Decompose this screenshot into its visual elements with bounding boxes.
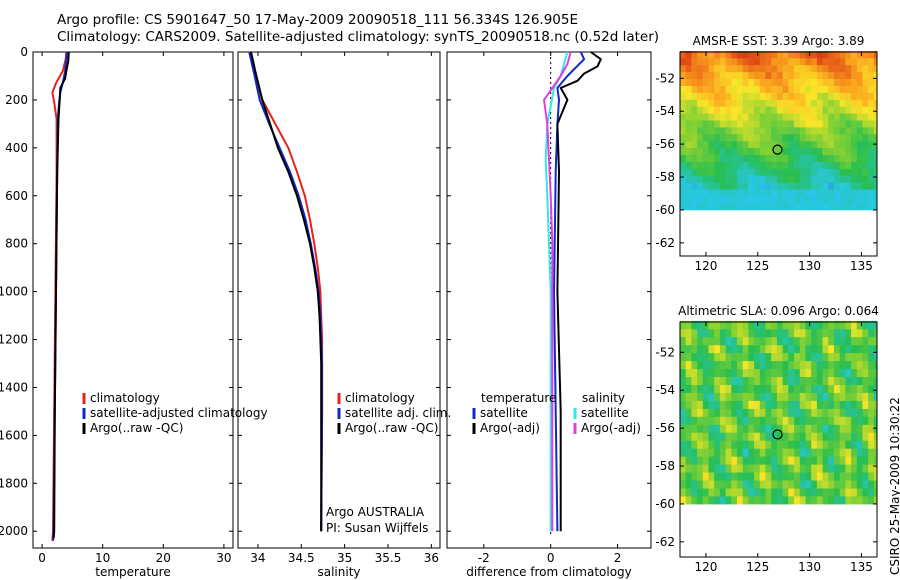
map-latitude-label: -60 bbox=[655, 203, 675, 217]
map-latitude-label: -62 bbox=[655, 236, 675, 250]
series-line-temperature-satellite bbox=[553, 51, 586, 532]
depth-tick-label: 200 bbox=[5, 93, 28, 107]
x-tick-label-salinity: 35 bbox=[337, 551, 352, 565]
map-cells-sst bbox=[680, 51, 878, 211]
map-latitude-label: -54 bbox=[655, 383, 675, 397]
map-latitude-label: -56 bbox=[655, 137, 675, 151]
depth-tick-label: 1000 bbox=[0, 285, 28, 299]
temperature-legend-label: climatology bbox=[90, 391, 160, 405]
map-cells-sla bbox=[680, 320, 878, 505]
temperature-legend-label: Argo(..raw -QC) bbox=[90, 421, 183, 435]
map-frame-sla bbox=[679, 321, 878, 558]
difference-temperature-legend-label: satellite bbox=[480, 406, 528, 420]
map-latitude-label: -52 bbox=[655, 345, 675, 359]
depth-tick-label: 400 bbox=[5, 141, 28, 155]
float-position-marker bbox=[772, 144, 783, 155]
x-tick-label-temperature: 10 bbox=[95, 551, 110, 565]
map-longitude-label: 130 bbox=[798, 560, 821, 574]
difference-legend-title-salinity: salinity bbox=[582, 391, 625, 405]
depth-tick-label: 1600 bbox=[0, 428, 28, 442]
map-longitude-label: 135 bbox=[850, 560, 873, 574]
depth-tick-label: 1800 bbox=[0, 476, 28, 490]
annotation-pi-name: PI: Susan Wijffels bbox=[326, 521, 428, 535]
difference-salinity-legend-label: Argo(-adj) bbox=[581, 421, 641, 435]
x-tick-label-salinity: 34 bbox=[250, 551, 265, 565]
series-line-argo-raw-qc- bbox=[250, 51, 323, 532]
map-latitude-label: -58 bbox=[655, 459, 675, 473]
salinity-legend-label: climatology bbox=[345, 391, 415, 405]
annotation-argo-australia: Argo AUSTRALIA bbox=[326, 505, 425, 519]
x-tick-label-salinity: 36 bbox=[424, 551, 439, 565]
map-longitude-label: 120 bbox=[694, 560, 717, 574]
difference-salinity-legend-label: satellite bbox=[581, 406, 629, 420]
panel-frame-difference bbox=[446, 51, 652, 549]
salinity-legend-label: satellite adj. clim. bbox=[345, 406, 451, 420]
x-axis-label-temperature: temperature bbox=[95, 565, 170, 579]
map-latitude-label: -58 bbox=[655, 170, 675, 184]
figure-title-line2: Climatology: CARS2009. Satellite-adjuste… bbox=[57, 29, 660, 45]
map-latitude-label: -56 bbox=[655, 421, 675, 435]
panel-frame-salinity bbox=[237, 51, 441, 549]
map-latitude-label: -62 bbox=[655, 535, 675, 549]
x-tick-label-difference: -2 bbox=[478, 551, 490, 565]
depth-tick-label: 1200 bbox=[0, 333, 28, 347]
map-longitude-label: 125 bbox=[746, 560, 769, 574]
x-tick-label-difference: 2 bbox=[614, 551, 622, 565]
map-latitude-label: -54 bbox=[655, 104, 675, 118]
map-longitude-label: 125 bbox=[746, 259, 769, 273]
depth-tick-label: 600 bbox=[5, 189, 28, 203]
map-frame-sst bbox=[679, 51, 878, 257]
series-line-temperature-argo-adj- bbox=[556, 51, 602, 532]
map-title-sla: Altimetric SLA: 0.096 Argo: 0.064 bbox=[678, 304, 879, 318]
x-axis-label-difference: difference from climatology bbox=[466, 565, 632, 579]
x-tick-label-temperature: 0 bbox=[38, 551, 46, 565]
map-latitude-label: -60 bbox=[655, 497, 675, 511]
depth-tick-label: 2000 bbox=[0, 524, 28, 538]
difference-legend-title-temperature: temperature bbox=[481, 391, 556, 405]
map-title-sst: AMSR-E SST: 3.39 Argo: 3.89 bbox=[693, 34, 865, 48]
depth-tick-label: 800 bbox=[5, 237, 28, 251]
map-longitude-label: 130 bbox=[798, 259, 821, 273]
map-longitude-label: 120 bbox=[694, 259, 717, 273]
salinity-legend-label: Argo(..raw -QC) bbox=[345, 421, 438, 435]
x-axis-label-salinity: salinity bbox=[317, 565, 360, 579]
x-tick-label-temperature: 30 bbox=[216, 551, 231, 565]
float-position-marker bbox=[772, 429, 783, 440]
map-latitude-label: -52 bbox=[655, 71, 675, 85]
x-tick-label-salinity: 34.5 bbox=[288, 551, 315, 565]
depth-tick-label: 1400 bbox=[0, 380, 28, 394]
series-line-salinity-argo-adj- bbox=[543, 51, 572, 532]
x-tick-label-salinity: 35.5 bbox=[375, 551, 402, 565]
panel-frame-temperature bbox=[32, 51, 234, 549]
x-tick-label-difference: 0 bbox=[547, 551, 555, 565]
figure-title-line1: Argo profile: CS 5901647_50 17-May-2009 … bbox=[57, 12, 578, 28]
map-longitude-label: 135 bbox=[850, 259, 873, 273]
series-line-argo-raw-qc- bbox=[52, 51, 70, 539]
x-tick-label-temperature: 20 bbox=[156, 551, 171, 565]
temperature-legend-label: satellite-adjusted climatology bbox=[90, 406, 268, 420]
depth-tick-label: 0 bbox=[20, 45, 28, 59]
difference-temperature-legend-label: Argo(-adj) bbox=[480, 421, 540, 435]
